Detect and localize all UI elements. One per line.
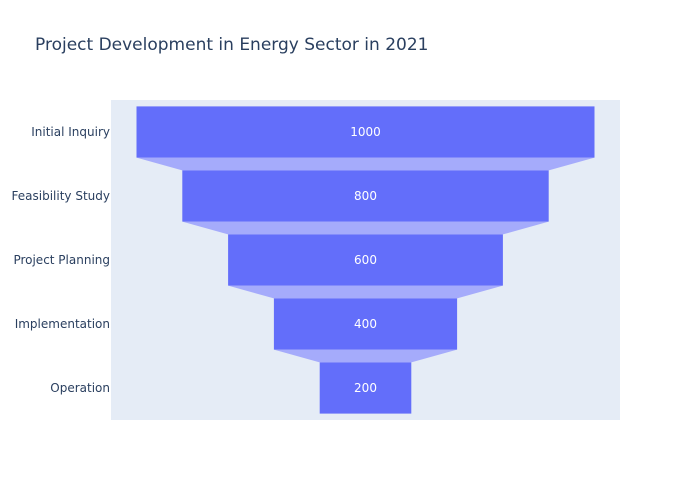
funnel-connector bbox=[136, 157, 595, 171]
funnel-bar bbox=[319, 362, 412, 414]
funnel-bar bbox=[182, 170, 549, 222]
funnel-value-label: 400 bbox=[354, 317, 377, 331]
funnel-value-label: 1000 bbox=[350, 125, 381, 139]
funnel-connector bbox=[273, 349, 458, 363]
funnel-category-label: Implementation bbox=[15, 317, 110, 331]
funnel-labels: 1000 Initial Inquiry 800 Feasibility Study 6… bbox=[12, 125, 381, 395]
funnel-value-label: 600 bbox=[354, 253, 377, 267]
funnel-bars bbox=[136, 106, 595, 414]
funnel-category-label: Feasibility Study bbox=[12, 189, 110, 203]
funnel-connector bbox=[182, 221, 549, 235]
funnel-category-label: Operation bbox=[50, 381, 110, 395]
funnel-bar bbox=[136, 106, 595, 158]
funnel-bar bbox=[273, 298, 458, 350]
funnel-connector bbox=[228, 285, 503, 299]
funnel-value-label: 800 bbox=[354, 189, 377, 203]
funnel-value-label: 200 bbox=[354, 381, 377, 395]
funnel-bar bbox=[228, 234, 503, 286]
funnel-category-label: Initial Inquiry bbox=[31, 125, 110, 139]
funnel-category-label: Project Planning bbox=[13, 253, 110, 267]
chart-title: Project Development in Energy Sector in … bbox=[35, 35, 428, 55]
funnel-connectors bbox=[136, 157, 595, 363]
